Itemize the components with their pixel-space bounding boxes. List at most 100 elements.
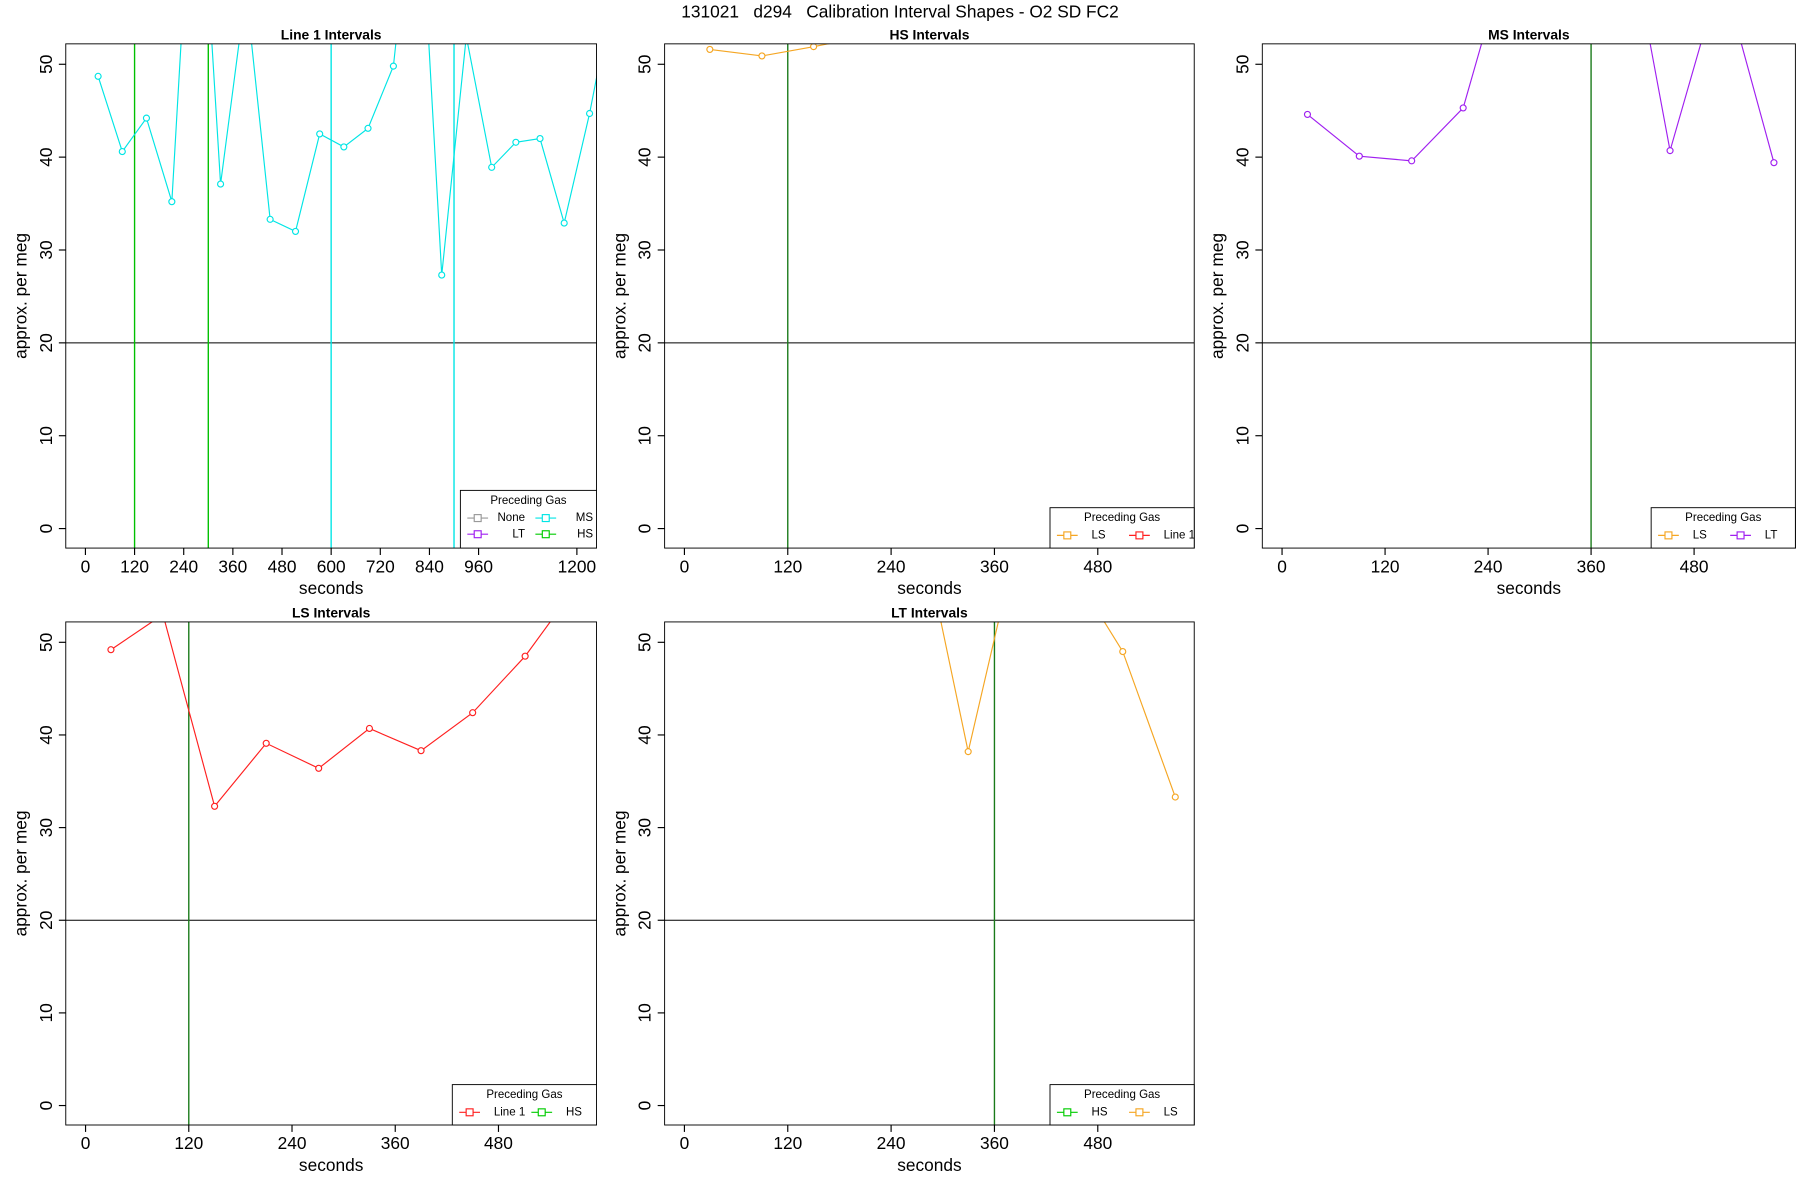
legend-symbol xyxy=(1736,531,1745,540)
plot-frame xyxy=(1261,43,1796,549)
x-tick-label: 360 xyxy=(1577,556,1606,576)
x-tick-label: 840 xyxy=(415,556,444,576)
point xyxy=(573,584,579,590)
legend-label: LT xyxy=(1765,529,1778,541)
x-tick-label: 480 xyxy=(268,556,297,576)
y-tick-label: 10 xyxy=(1232,426,1252,445)
point xyxy=(107,646,115,654)
legend-label: LS xyxy=(1092,529,1106,541)
y-tick-label: 0 xyxy=(36,524,56,534)
point xyxy=(706,45,714,53)
y-tick-label: 30 xyxy=(36,240,56,259)
y-tick-label: 50 xyxy=(635,55,655,74)
legend-label: HS xyxy=(566,1106,582,1118)
legend-box xyxy=(459,489,597,549)
panel-title: MS Intervals xyxy=(1488,26,1570,42)
series-line xyxy=(709,43,831,57)
y-tick-label: 20 xyxy=(635,333,655,352)
legend-label: LT xyxy=(512,528,525,540)
point xyxy=(262,739,270,747)
x-tick-label: 360 xyxy=(980,556,1009,576)
point xyxy=(316,130,324,138)
x-tick-label: 0 xyxy=(680,1133,690,1153)
legend-label: Line 1 xyxy=(494,1106,525,1118)
x-tick-label: 240 xyxy=(1474,556,1503,576)
y-tick-label: 20 xyxy=(36,911,56,930)
legend-symbol xyxy=(473,530,482,539)
point xyxy=(340,143,348,151)
y-tick-label: 30 xyxy=(1232,240,1252,259)
point xyxy=(1355,152,1363,160)
point xyxy=(1666,147,1674,155)
point xyxy=(488,163,496,171)
panel-title: Line 1 Intervals xyxy=(281,26,382,42)
y-tick-label: 40 xyxy=(635,725,655,744)
legend-title: Preceding Gas xyxy=(1084,1089,1160,1101)
x-tick-label: 0 xyxy=(1277,556,1287,576)
point xyxy=(585,109,594,118)
x-tick-label: 120 xyxy=(773,556,802,576)
point xyxy=(266,215,274,223)
panel: LS Intervals seconds approx. per meg 0 120 24… xyxy=(10,584,597,1175)
x-tick-label: 120 xyxy=(773,1133,802,1153)
x-tick-label: 360 xyxy=(980,1133,1009,1153)
legend-symbol xyxy=(473,514,482,523)
legend-label: HS xyxy=(1092,1106,1108,1118)
y-tick-label: 0 xyxy=(1232,524,1252,534)
plot-area xyxy=(664,43,1195,549)
panel-title: HS Intervals xyxy=(889,26,969,42)
panel-title: LT Intervals xyxy=(891,605,968,621)
y-tick-label: 50 xyxy=(1232,55,1252,74)
point xyxy=(1016,528,1022,534)
x-axis-label: seconds xyxy=(897,1155,962,1175)
point xyxy=(1303,110,1312,118)
figure-title: 131021 d294 Calibration Interval Shapes … xyxy=(681,1,1118,21)
y-tick-label: 20 xyxy=(1232,333,1252,352)
point xyxy=(315,764,323,772)
series-line xyxy=(940,621,1176,798)
point xyxy=(142,114,151,122)
legend-label: None xyxy=(497,512,525,524)
plot-frame xyxy=(65,621,597,1126)
x-tick-label: 240 xyxy=(169,556,198,576)
y-tick-label: 10 xyxy=(36,426,56,445)
legend-label: MS xyxy=(576,512,594,524)
x-axis-label: seconds xyxy=(299,1155,364,1175)
x-tick-label: 480 xyxy=(1083,1133,1112,1153)
x-tick-label: 360 xyxy=(381,1133,410,1153)
legend-symbol xyxy=(1135,531,1144,540)
x-tick-label: 720 xyxy=(366,556,395,576)
point xyxy=(1408,157,1416,165)
legend-label: LS xyxy=(1164,1106,1178,1118)
plot-area xyxy=(65,43,597,549)
point xyxy=(365,724,374,733)
plot-area xyxy=(1262,43,1796,549)
x-tick-label: 120 xyxy=(1371,556,1400,576)
y-axis-label: approx. per meg xyxy=(609,233,629,359)
point xyxy=(1068,565,1074,571)
x-tick-label: 240 xyxy=(877,1133,906,1153)
y-tick-label: 50 xyxy=(36,633,56,652)
point xyxy=(536,134,544,143)
y-tick-label: 20 xyxy=(635,911,655,930)
panel: HS Intervals seconds approx. per meg 0 120 24… xyxy=(609,26,1195,598)
panel: MS Intervals seconds approx. per meg 0 120 24… xyxy=(1207,26,1796,598)
point xyxy=(1119,647,1127,656)
legend-symbol xyxy=(1664,531,1673,540)
point xyxy=(216,180,225,188)
y-tick-label: 40 xyxy=(1232,148,1252,167)
y-tick-label: 40 xyxy=(36,148,56,167)
legend-box xyxy=(1049,1084,1195,1126)
x-tick-label: 960 xyxy=(464,556,493,576)
x-tick-label: 120 xyxy=(120,556,149,576)
legend-label: HS xyxy=(577,528,593,540)
y-tick-label: 10 xyxy=(635,1003,655,1022)
point xyxy=(964,748,972,756)
panel-title: LS Intervals xyxy=(292,605,371,621)
y-tick-label: 10 xyxy=(36,1003,56,1022)
point xyxy=(211,802,219,810)
x-tick-label: 0 xyxy=(81,556,91,576)
plot-frame xyxy=(664,43,1195,549)
y-tick-label: 30 xyxy=(635,240,655,259)
legend-symbol xyxy=(465,1108,474,1117)
